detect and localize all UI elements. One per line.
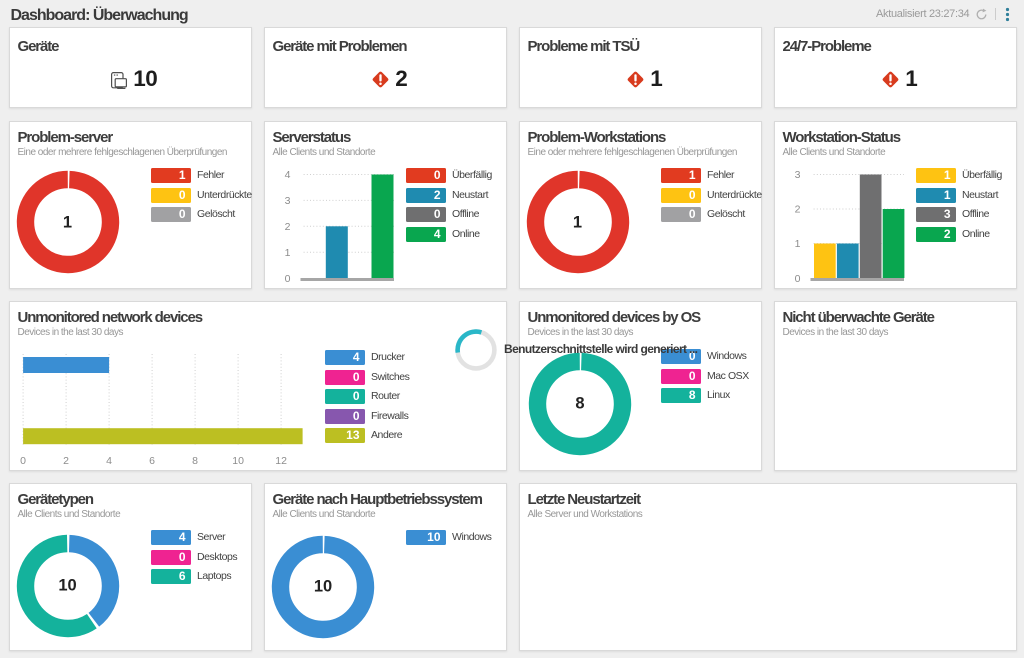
svg-text:1: 1 xyxy=(795,238,801,250)
svg-text:8: 8 xyxy=(192,455,198,467)
svg-text:2: 2 xyxy=(63,455,69,467)
svg-text:4: 4 xyxy=(285,169,291,181)
svg-text:3: 3 xyxy=(795,169,801,181)
svg-text:6: 6 xyxy=(149,455,155,467)
svg-text:2: 2 xyxy=(285,221,291,233)
svg-text:4: 4 xyxy=(106,455,112,467)
svg-text:3: 3 xyxy=(285,195,291,207)
svg-text:1: 1 xyxy=(285,247,291,259)
svg-text:12: 12 xyxy=(275,455,287,467)
svg-text:0: 0 xyxy=(20,455,26,467)
svg-text:10: 10 xyxy=(232,455,244,467)
svg-text:2: 2 xyxy=(795,204,801,216)
svg-text:0: 0 xyxy=(285,273,291,285)
svg-text:0: 0 xyxy=(795,273,801,285)
